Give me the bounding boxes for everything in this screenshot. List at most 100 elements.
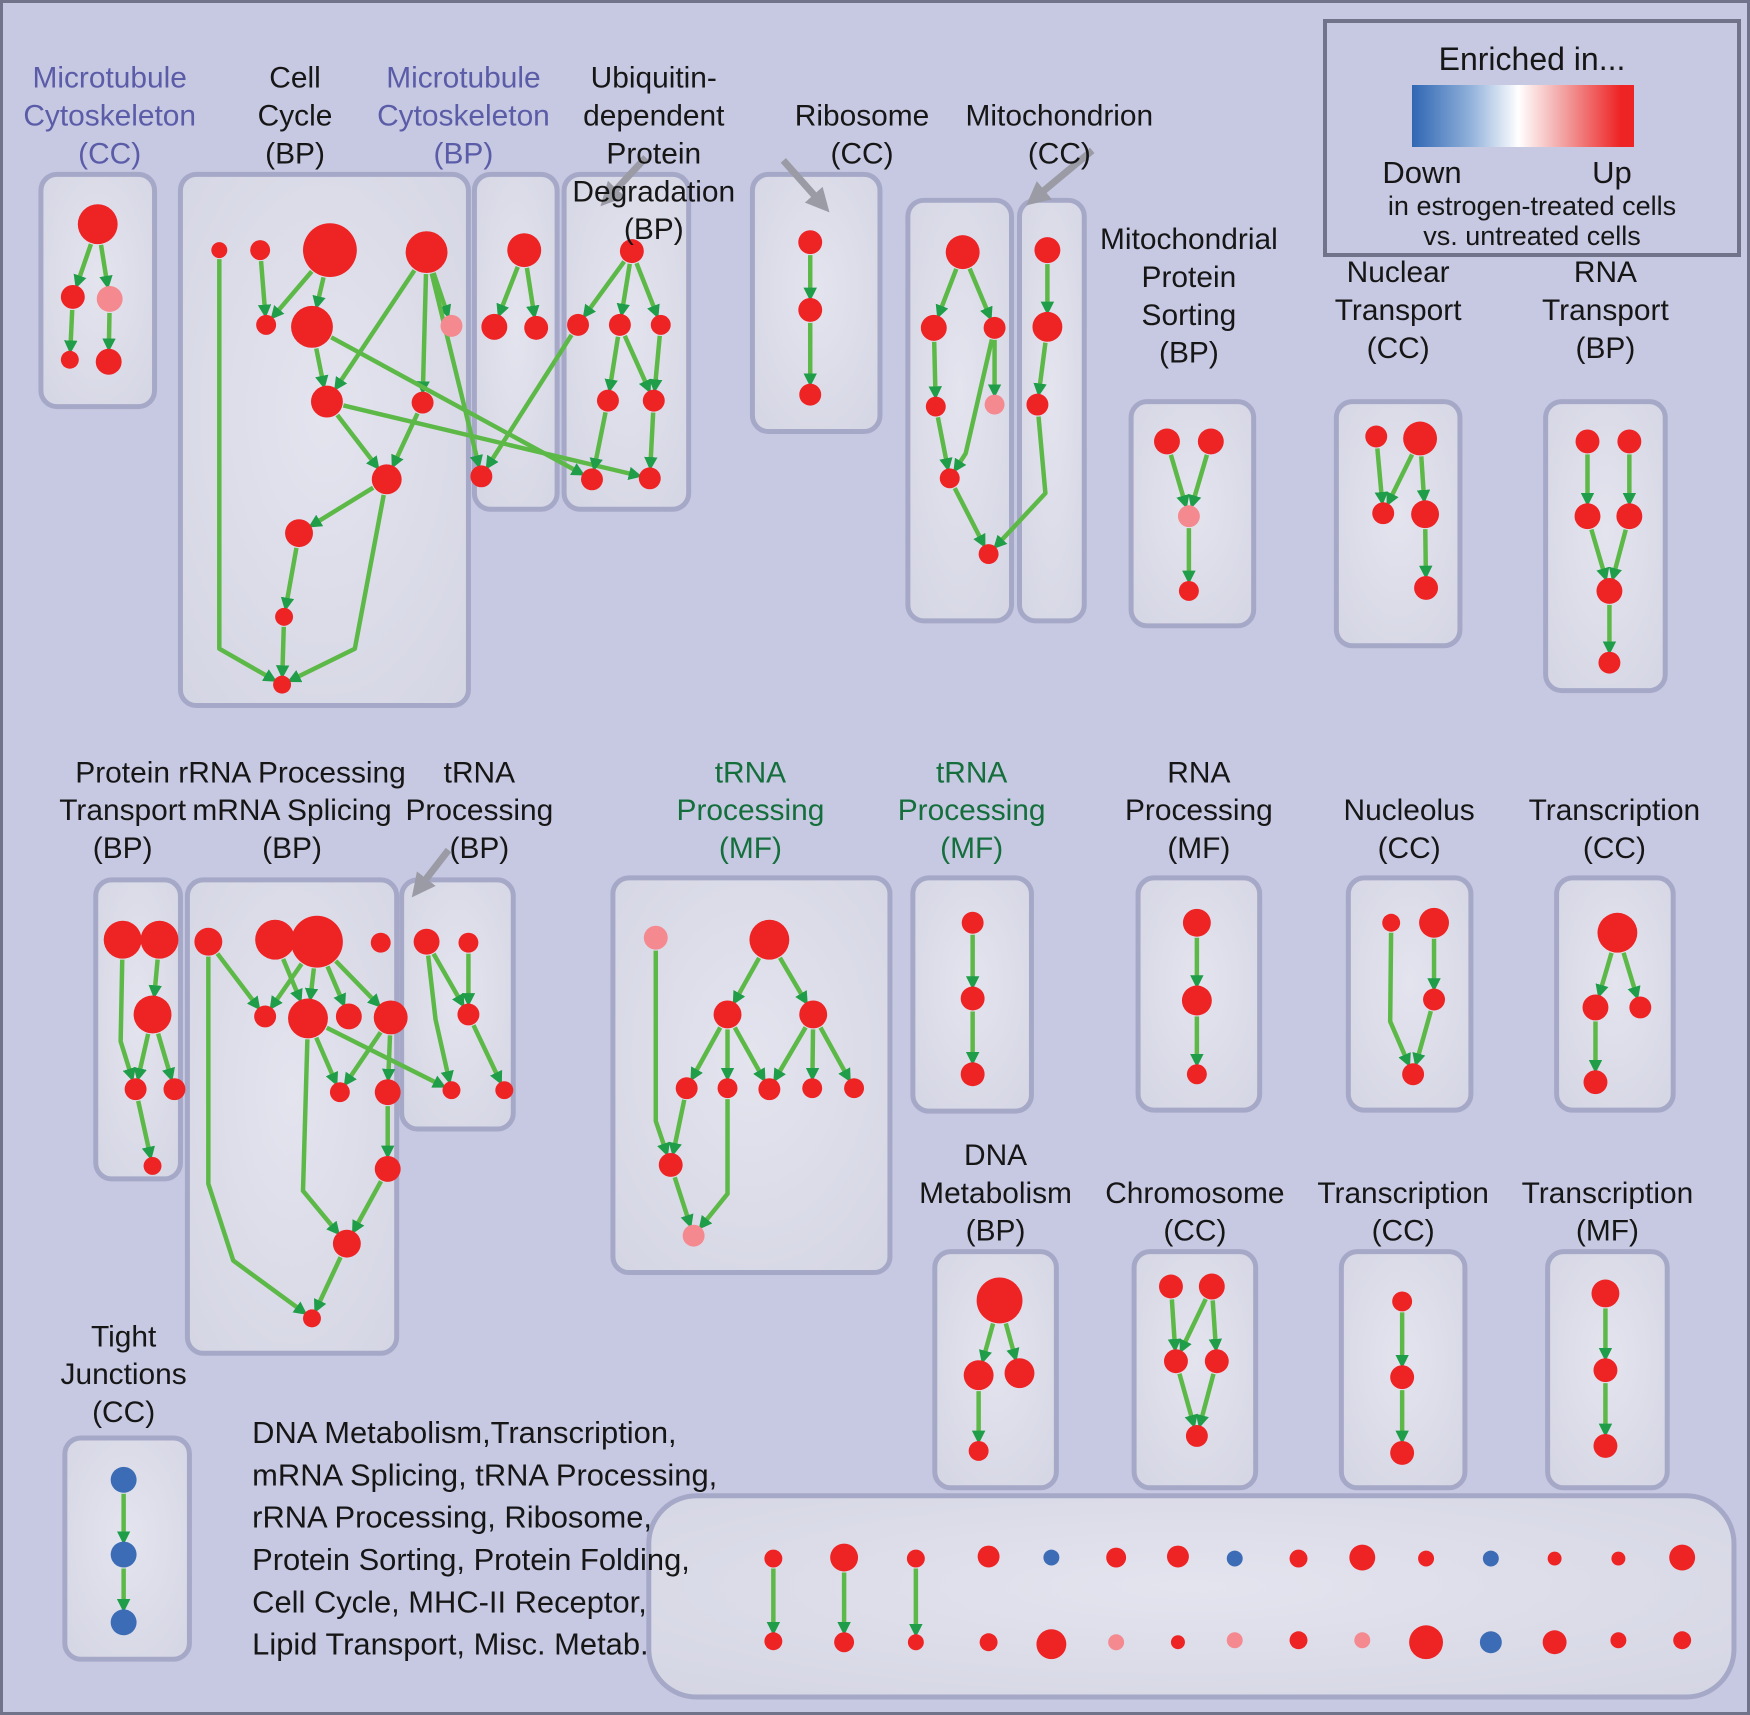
go-term-node — [984, 394, 1005, 415]
go-term-node — [834, 1632, 855, 1653]
go-term-node — [1154, 428, 1180, 455]
go-term-node — [329, 1082, 350, 1103]
go-term-node — [1419, 907, 1449, 938]
cluster-label: Ubiquitin- — [591, 62, 717, 95]
relation-arrow — [524, 267, 540, 320]
color-scale-gradient — [1412, 85, 1634, 147]
go-term-node — [310, 385, 343, 418]
relation-arrow — [270, 269, 314, 320]
cluster-label: Processing — [898, 794, 1046, 827]
cluster-label: RNA — [1167, 756, 1230, 789]
relation-arrow — [953, 339, 995, 473]
cluster-label: tRNA — [715, 756, 786, 789]
go-term-node — [211, 242, 228, 259]
go-term-node — [60, 285, 85, 309]
go-term-node — [110, 1466, 137, 1493]
go-term-node — [163, 1078, 186, 1101]
go-term-node — [1591, 1279, 1620, 1308]
relation-arrow — [118, 959, 136, 1082]
relation-arrow — [648, 335, 663, 393]
go-term-node — [1204, 1349, 1229, 1374]
go-term-node — [495, 1081, 514, 1100]
cluster-label: RNA — [1574, 256, 1637, 289]
go-term-node — [303, 223, 357, 278]
go-term-node — [643, 925, 668, 950]
go-term-node — [619, 239, 644, 264]
go-term-node — [332, 1229, 361, 1258]
go-term-node — [124, 1078, 147, 1101]
cluster-label: mRNA Splicing — [192, 794, 391, 827]
cluster-label: (CC) — [78, 137, 141, 170]
go-term-node — [1186, 1064, 1207, 1085]
go-term-node — [291, 915, 343, 968]
go-term-node — [920, 314, 947, 341]
cluster-label: (BP) — [624, 213, 684, 246]
go-term-node — [798, 297, 823, 322]
go-term-node — [1289, 1549, 1308, 1568]
go-term-node — [524, 315, 549, 340]
relation-arrow — [98, 244, 113, 290]
relation-arrow — [308, 485, 375, 528]
go-term-node — [1611, 1551, 1626, 1566]
relation-arrow — [1179, 1298, 1208, 1354]
cluster-box — [1131, 1249, 1259, 1491]
go-term-node — [374, 1155, 401, 1182]
legend-title: Enriched in... — [1438, 41, 1626, 77]
relation-arrow — [257, 260, 272, 319]
relation-arrow — [1167, 1299, 1182, 1353]
relation-arrow — [215, 952, 261, 1011]
go-term-node — [596, 389, 619, 412]
relation-arrow — [1595, 952, 1614, 999]
relation-arrow — [690, 1026, 723, 1082]
annotation-arrow — [1026, 147, 1095, 206]
cluster-label: rRNA Processing, Ribosome, — [252, 1500, 652, 1535]
network-diagram: Microtubule Cytoskeleton (CC) Cell Cycle (BP)… — [23, 62, 1737, 1700]
relation-arrow — [1412, 1010, 1434, 1067]
go-term-node — [1403, 421, 1438, 456]
relation-arrow — [485, 333, 574, 470]
go-term-node — [1482, 1550, 1499, 1567]
go-term-node — [1181, 985, 1212, 1016]
cluster-label: (BP) — [966, 1215, 1026, 1248]
go-term-node — [713, 1000, 742, 1029]
go-term-node — [1177, 505, 1200, 528]
go-term-node — [1669, 1544, 1696, 1571]
go-term-node — [1036, 1629, 1067, 1660]
relation-arrow — [73, 243, 94, 289]
cluster-label: Metabolism — [919, 1177, 1072, 1210]
go-term-node — [1610, 1632, 1627, 1649]
go-term-node — [1108, 1634, 1125, 1651]
go-term-node — [60, 350, 79, 369]
relation-arrow — [698, 1099, 730, 1230]
relation-arrow — [1177, 1373, 1198, 1429]
go-term-node — [658, 1152, 683, 1177]
go-term-node — [1673, 1631, 1692, 1650]
go-term-node — [1583, 1070, 1608, 1095]
relation-arrow — [304, 968, 319, 1002]
cluster-label: Processing — [1125, 794, 1273, 827]
relation-arrow — [334, 269, 417, 391]
cluster-label: Mitochondrion — [966, 100, 1154, 133]
go-term-node — [1547, 1551, 1562, 1566]
relation-arrow — [952, 487, 986, 548]
cluster-box — [471, 171, 560, 512]
relation-arrow — [312, 276, 326, 310]
go-term-node — [608, 313, 631, 336]
cluster-label: (CC) — [1163, 1215, 1226, 1248]
go-term-node — [1197, 428, 1224, 455]
cluster-box — [1543, 399, 1668, 694]
go-term-node — [1166, 1545, 1189, 1568]
go-term-node — [250, 240, 271, 261]
cluster-label: mRNA Splicing, tRNA Processing, — [252, 1457, 717, 1492]
relation-arrow — [64, 309, 78, 354]
relation-arrow — [773, 1026, 808, 1083]
relation-arrow — [135, 1100, 155, 1161]
go-term-node — [1409, 1625, 1444, 1660]
go-term-node — [638, 467, 661, 490]
cluster-label: Cycle — [258, 100, 333, 133]
relation-arrow — [993, 416, 1048, 550]
go-term-node — [95, 348, 122, 375]
cluster-label: Nuclear — [1347, 256, 1450, 289]
relation-arrow — [622, 334, 652, 394]
relation-arrow — [978, 1322, 996, 1364]
